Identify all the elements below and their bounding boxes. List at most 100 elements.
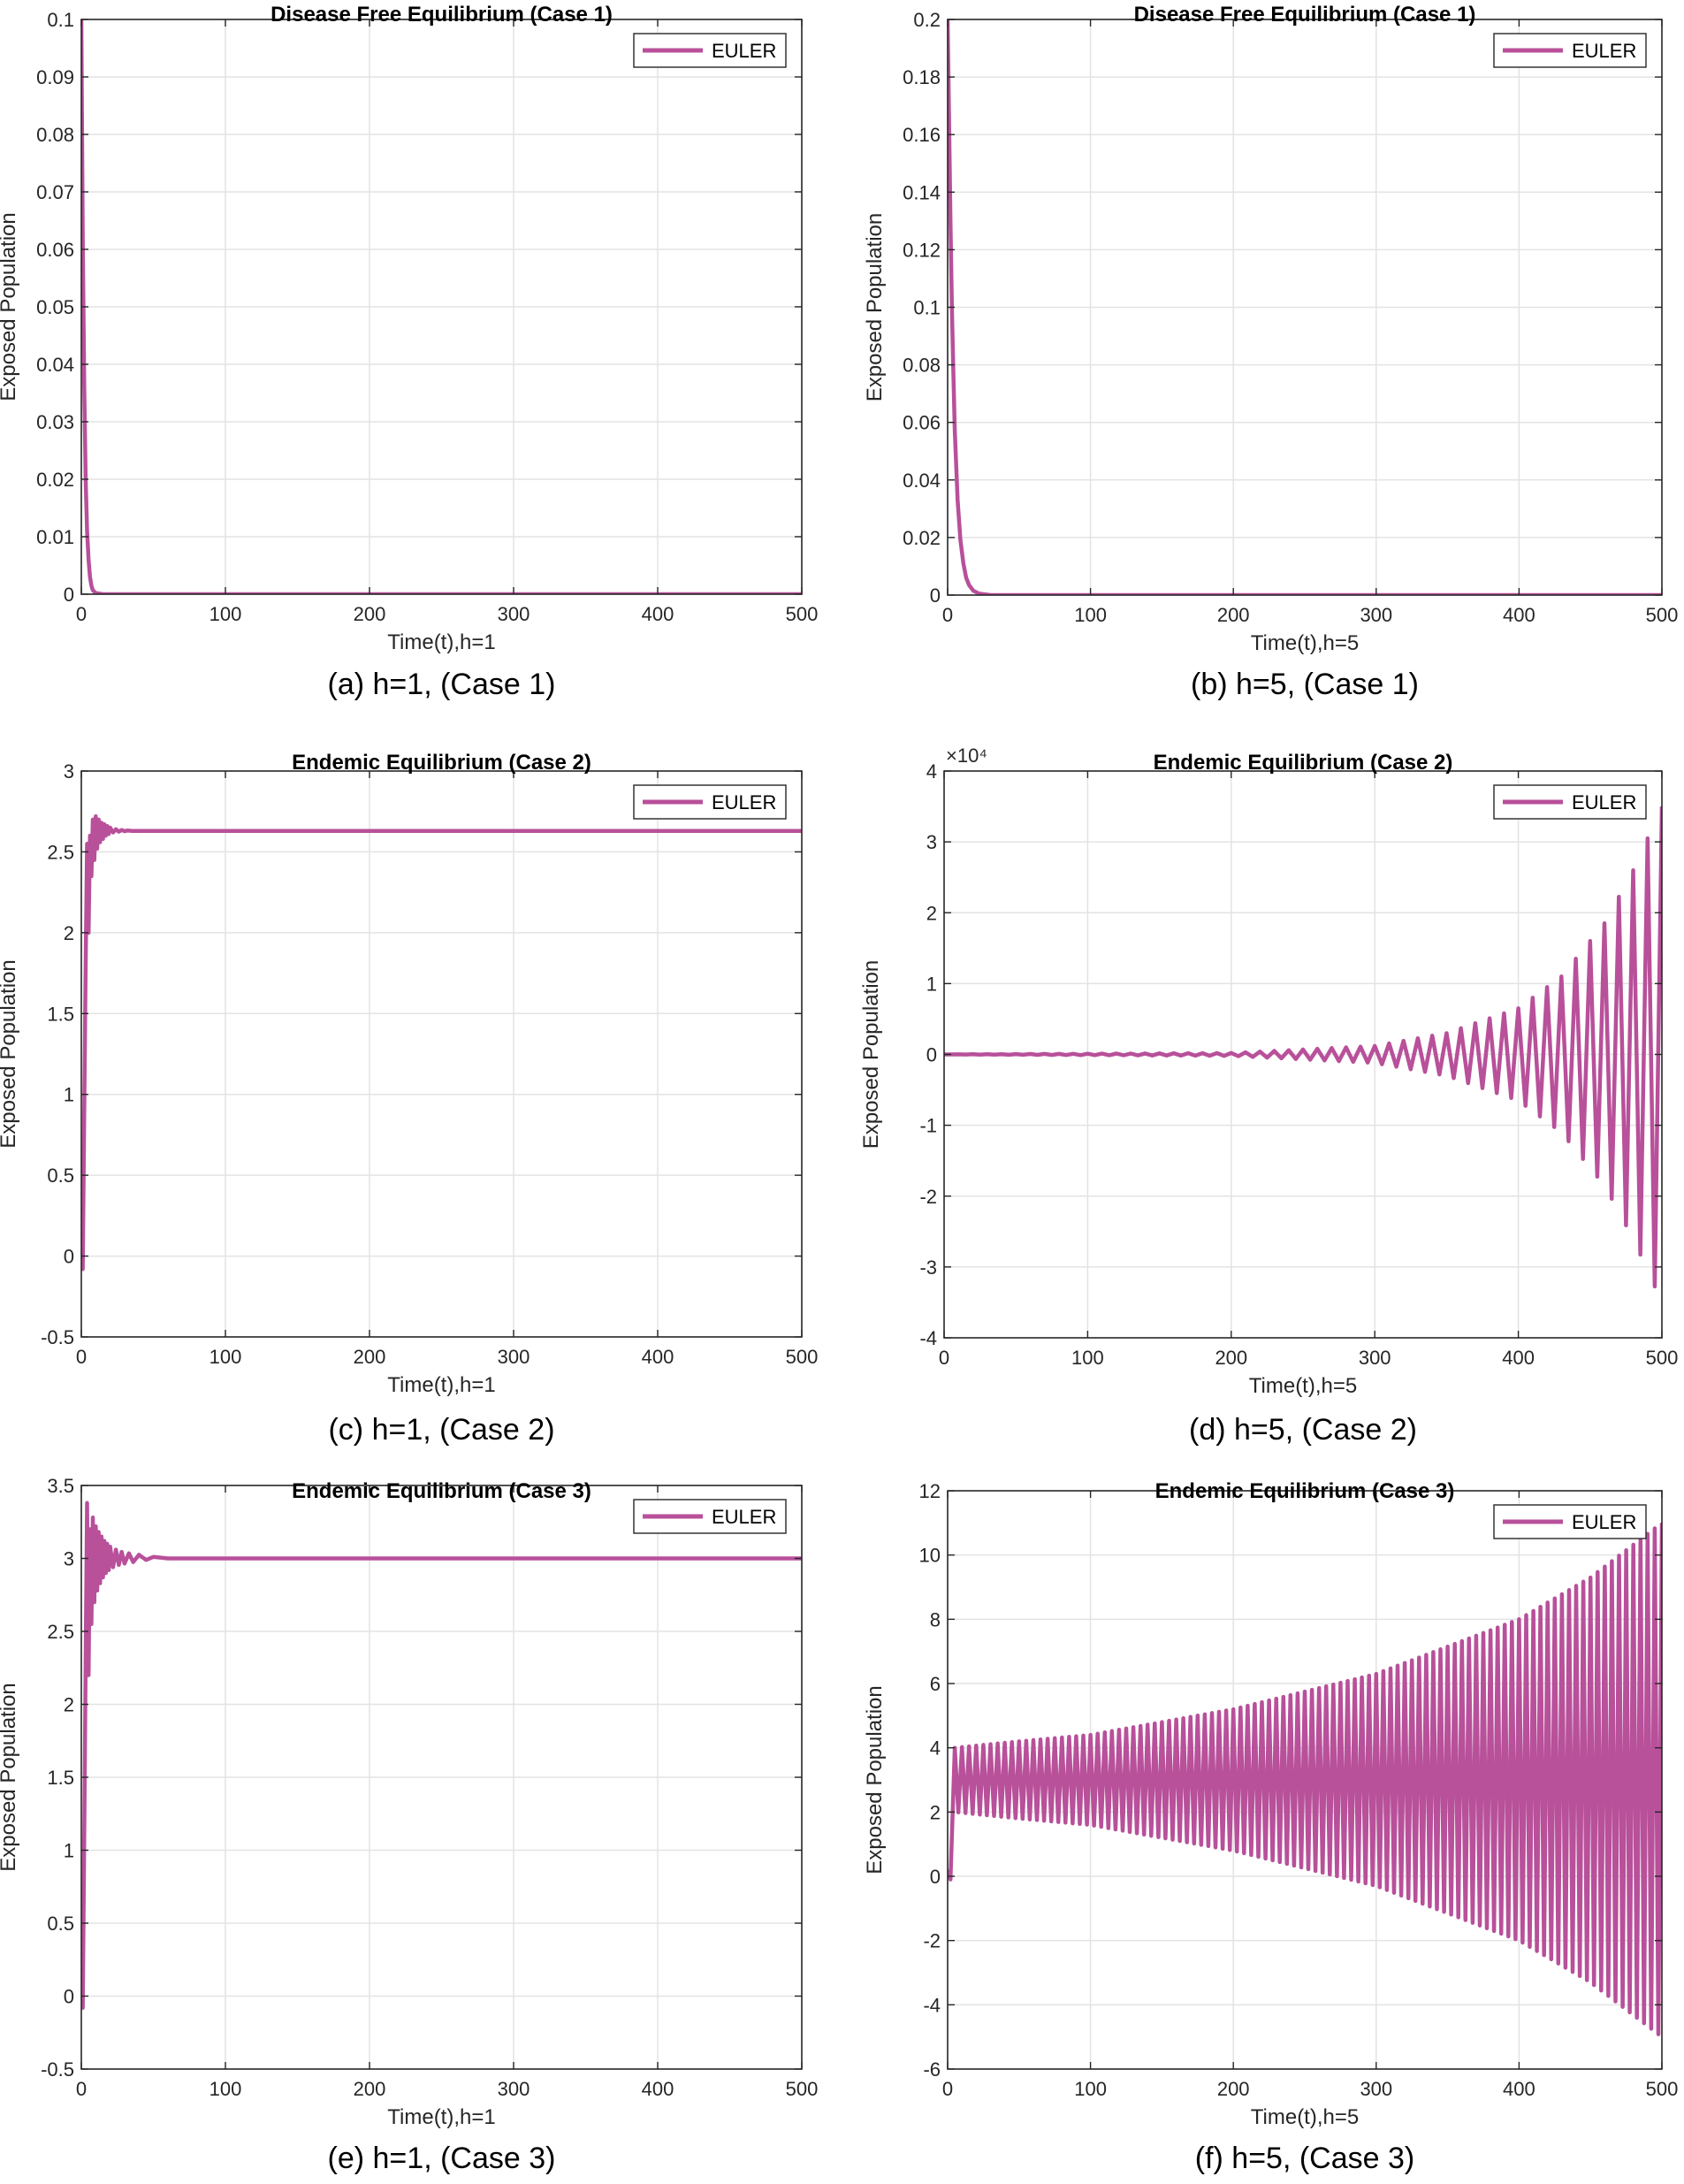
x-tick-label: 500 <box>786 603 819 625</box>
x-tick-label: 300 <box>1360 604 1392 626</box>
x-axis-label: Time(t),h=1 <box>387 1373 495 1397</box>
y-tick-label: 12 <box>919 1480 941 1502</box>
y-tick-label: 0.1 <box>47 9 74 31</box>
legend-label: EULER <box>712 40 776 62</box>
legend-label: EULER <box>1572 791 1636 813</box>
y-tick-label: -4 <box>919 1327 937 1349</box>
x-tick-label: 100 <box>1071 1347 1104 1369</box>
y-tick-label: -1 <box>919 1115 937 1137</box>
x-tick-label: 400 <box>1502 1347 1535 1369</box>
chart-title: Disease Free Equilibrium (Case 1) <box>1134 3 1476 27</box>
x-axis-label: Time(t),h=1 <box>387 2105 495 2129</box>
x-axis-label: Time(t),h=1 <box>387 630 495 654</box>
y-axis-label: Exposed Population <box>863 1685 887 1875</box>
chart-panel-5: 0 100 200 300 400 500 -6 -4 -2 0 2 4 6 8 10 12 Endemic E… <box>863 1479 1678 2175</box>
x-tick-label: 200 <box>354 1346 386 1368</box>
y-tick-label: 0.16 <box>903 124 941 146</box>
x-tick-label: 0 <box>942 604 953 626</box>
y-tick-label: 3.5 <box>47 1475 74 1497</box>
y-axis-label: Exposed Population <box>859 960 883 1149</box>
x-tick-label: 500 <box>1646 2078 1679 2100</box>
x-tick-label: 0 <box>76 2078 87 2100</box>
axes-frame <box>947 1490 1663 2070</box>
x-tick-label: 100 <box>210 2078 242 2100</box>
x-tick-label: 400 <box>1503 604 1535 626</box>
y-tick-label: 0.08 <box>36 124 74 146</box>
y-tick-label: 0.01 <box>36 526 74 548</box>
y-tick-label: 0.04 <box>36 354 74 376</box>
x-tick-label: 200 <box>354 603 386 625</box>
chart-title: Endemic Equilibrium (Case 2) <box>1154 751 1453 775</box>
y-tick-label: 0.2 <box>913 9 941 31</box>
y-tick-label: 0 <box>64 584 74 606</box>
x-tick-label: 400 <box>642 603 674 625</box>
x-tick-label: 400 <box>1503 2078 1535 2100</box>
y-tick-label: -3 <box>919 1256 937 1279</box>
y-exponent-label: ×10⁴ <box>946 745 987 767</box>
y-tick-label: 0.03 <box>36 411 74 433</box>
y-tick-label: 10 <box>919 1545 941 1567</box>
y-tick-label: 2 <box>64 922 74 944</box>
x-tick-label: 0 <box>939 1347 949 1369</box>
subfigure-caption: (d) h=5, (Case 2) <box>1189 1413 1417 1447</box>
y-tick-label: 0.02 <box>903 527 941 549</box>
y-tick-label: 0.06 <box>36 239 74 261</box>
chart-panel-1: 0 100 200 300 400 500 0 0.02 0.04 0.06 0.08 0.1 0.12… <box>863 3 1678 701</box>
y-tick-label: 1 <box>64 1840 74 1862</box>
y-tick-label: 0.06 <box>903 412 941 434</box>
legend: EULER <box>1493 33 1647 68</box>
x-tick-label: 200 <box>1215 1347 1247 1369</box>
y-tick-label: 3 <box>64 760 74 783</box>
y-tick-label: 0.5 <box>47 1165 74 1187</box>
series-euler <box>944 806 1662 1289</box>
x-tick-label: 0 <box>76 603 87 625</box>
legend-label: EULER <box>1572 1511 1636 1533</box>
x-tick-label: 500 <box>1646 1347 1679 1369</box>
y-tick-label: -6 <box>923 2058 941 2081</box>
series-line <box>944 806 1662 1289</box>
y-tick-label: 0.12 <box>903 239 941 261</box>
y-tick-label: -0.5 <box>41 1326 74 1348</box>
subfigure-caption: (b) h=5, (Case 1) <box>1191 668 1419 701</box>
y-tick-label: -2 <box>923 1930 941 1952</box>
y-tick-label: 4 <box>926 760 937 783</box>
y-tick-label: 2 <box>926 902 937 924</box>
x-tick-label: 300 <box>498 2078 530 2100</box>
y-tick-label: 0.5 <box>47 1913 74 1935</box>
grid <box>81 771 802 1337</box>
series-line <box>81 19 802 594</box>
x-tick-label: 100 <box>1074 604 1107 626</box>
y-tick-label: 2.5 <box>47 841 74 863</box>
y-axis-label: Exposed Population <box>0 959 20 1149</box>
chart-panel-4: 0 100 200 300 400 500-0.500.511.522.533.5 Ende… <box>0 1475 818 2175</box>
axes-frame <box>80 770 803 1338</box>
legend-label: EULER <box>712 791 776 813</box>
y-tick-label: 1 <box>926 973 937 995</box>
x-tick-label: 200 <box>354 2078 386 2100</box>
y-tick-label: 2 <box>930 1801 941 1823</box>
y-tick-label: 1.5 <box>47 1767 74 1789</box>
legend: EULER <box>633 784 787 820</box>
y-axis-label: Exposed Population <box>863 213 887 402</box>
legend: EULER <box>1493 784 1647 820</box>
chart-panel-0: 0 100 200 300 400 500 0 0.01 0.02 0.03 0.04 0.05 0.0… <box>0 3 818 701</box>
y-tick-label: 0.18 <box>903 66 941 88</box>
subfigure-caption: (f) h=5, (Case 3) <box>1195 2142 1414 2175</box>
legend: EULER <box>1493 1504 1647 1539</box>
y-axis-label: Exposed Population <box>0 212 20 401</box>
chart-title: Disease Free Equilibrium (Case 1) <box>271 3 613 27</box>
x-tick-label: 400 <box>642 2078 674 2100</box>
series-euler <box>81 19 802 594</box>
y-tick-label: 0.08 <box>903 355 941 377</box>
series-line <box>948 1523 1662 2036</box>
series-euler <box>948 1523 1662 2036</box>
y-tick-label: 0.07 <box>36 181 74 203</box>
x-tick-label: 500 <box>1646 604 1679 626</box>
x-tick-label: 500 <box>786 1346 819 1368</box>
x-tick-label: 200 <box>1217 2078 1250 2100</box>
y-tick-label: 0 <box>930 584 941 607</box>
grid <box>81 19 802 594</box>
y-tick-label: 4 <box>930 1737 941 1760</box>
x-tick-label: 300 <box>1360 2078 1392 2100</box>
